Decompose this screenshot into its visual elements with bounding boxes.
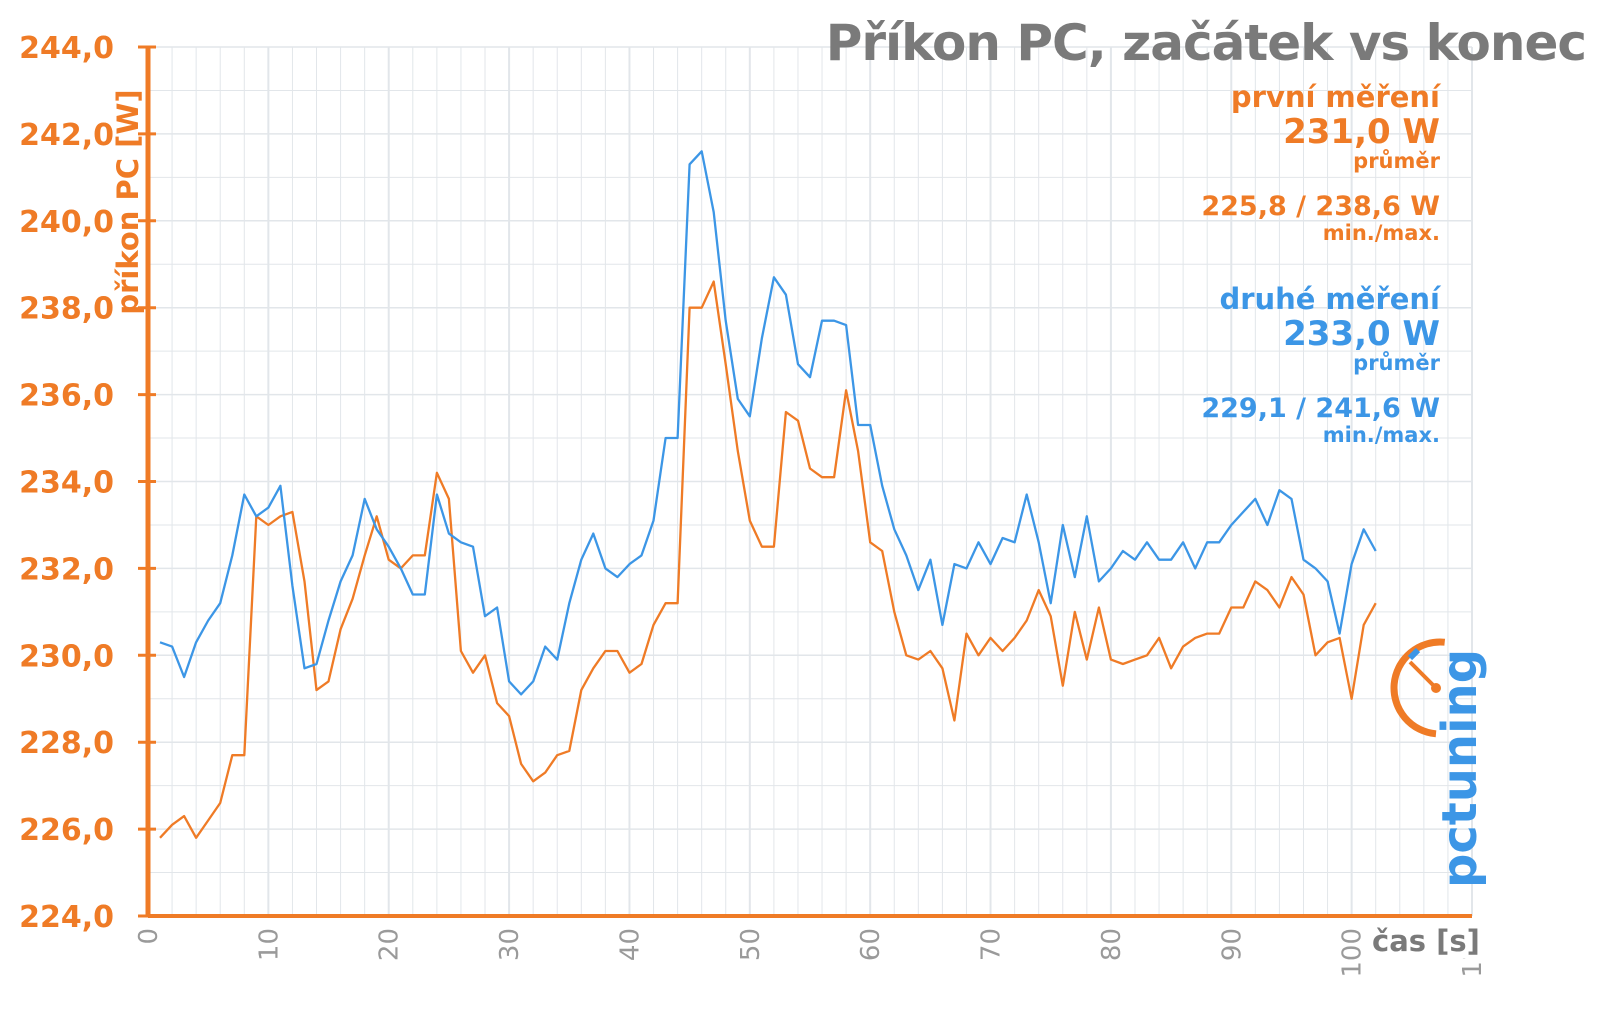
- legend-second-average-label: průměr: [1353, 351, 1440, 375]
- x-tick-label: 90: [1217, 928, 1247, 961]
- series-line-first: [159, 280, 1377, 839]
- legend-first-range: 225,8 / 238,6 W: [1201, 191, 1440, 222]
- x-tick-label: 60: [856, 928, 886, 961]
- x-tick-label: 0: [134, 928, 164, 945]
- y-tick-label: 234,0: [19, 466, 114, 501]
- legend-second-range: 229,1 / 241,6 W: [1201, 393, 1440, 424]
- y-axis-label: příkon PC [W]: [111, 89, 145, 315]
- x-tick-label: 20: [375, 928, 405, 961]
- y-tick-label: 242,0: [19, 118, 114, 153]
- series-line-second: [159, 150, 1377, 696]
- legend-first-name: první měření: [1230, 80, 1440, 114]
- legend-second-name: druhé měření: [1219, 282, 1440, 316]
- y-tick-label: 236,0: [19, 379, 114, 414]
- legend-second-measurement: druhé měření 233,0 W průměr 229,1 / 241,…: [1201, 282, 1440, 446]
- x-tick-label: 50: [736, 928, 766, 961]
- logo-text: pctuning: [1432, 649, 1488, 888]
- y-tick-label: 232,0: [19, 552, 114, 587]
- legend-second-average: 233,0 W: [1283, 314, 1440, 354]
- y-tick-label: 244,0: [19, 31, 114, 66]
- legend-first-measurement: první měření 231,0 W průměr 225,8 / 238,…: [1201, 80, 1440, 244]
- x-tick-label: 70: [977, 928, 1007, 961]
- y-tick-label: 228,0: [19, 726, 114, 761]
- y-tick-label: 230,0: [19, 639, 114, 674]
- pctuning-logo: pctuning: [1390, 638, 1488, 888]
- y-tick-label: 224,0: [19, 900, 114, 935]
- y-tick-label: 238,0: [19, 292, 114, 327]
- legend-first-average-label: průměr: [1353, 149, 1440, 173]
- legend-second-range-label: min./max.: [1322, 423, 1440, 447]
- chart-title: Příkon PC, začátek vs konec: [825, 14, 1587, 72]
- legend-first-average: 231,0 W: [1283, 112, 1440, 152]
- y-tick-label: 226,0: [19, 813, 114, 848]
- legend-first-range-label: min./max.: [1322, 221, 1440, 245]
- x-tick-label: 30: [495, 928, 525, 961]
- x-tick-label: 10: [254, 928, 284, 961]
- x-tick-label: 80: [1097, 928, 1127, 961]
- x-tick-label: 40: [615, 928, 645, 961]
- x-tick-label: 100: [1338, 928, 1368, 978]
- y-tick-label: 240,0: [19, 205, 114, 240]
- x-axis-label: čas [s]: [1368, 924, 1484, 958]
